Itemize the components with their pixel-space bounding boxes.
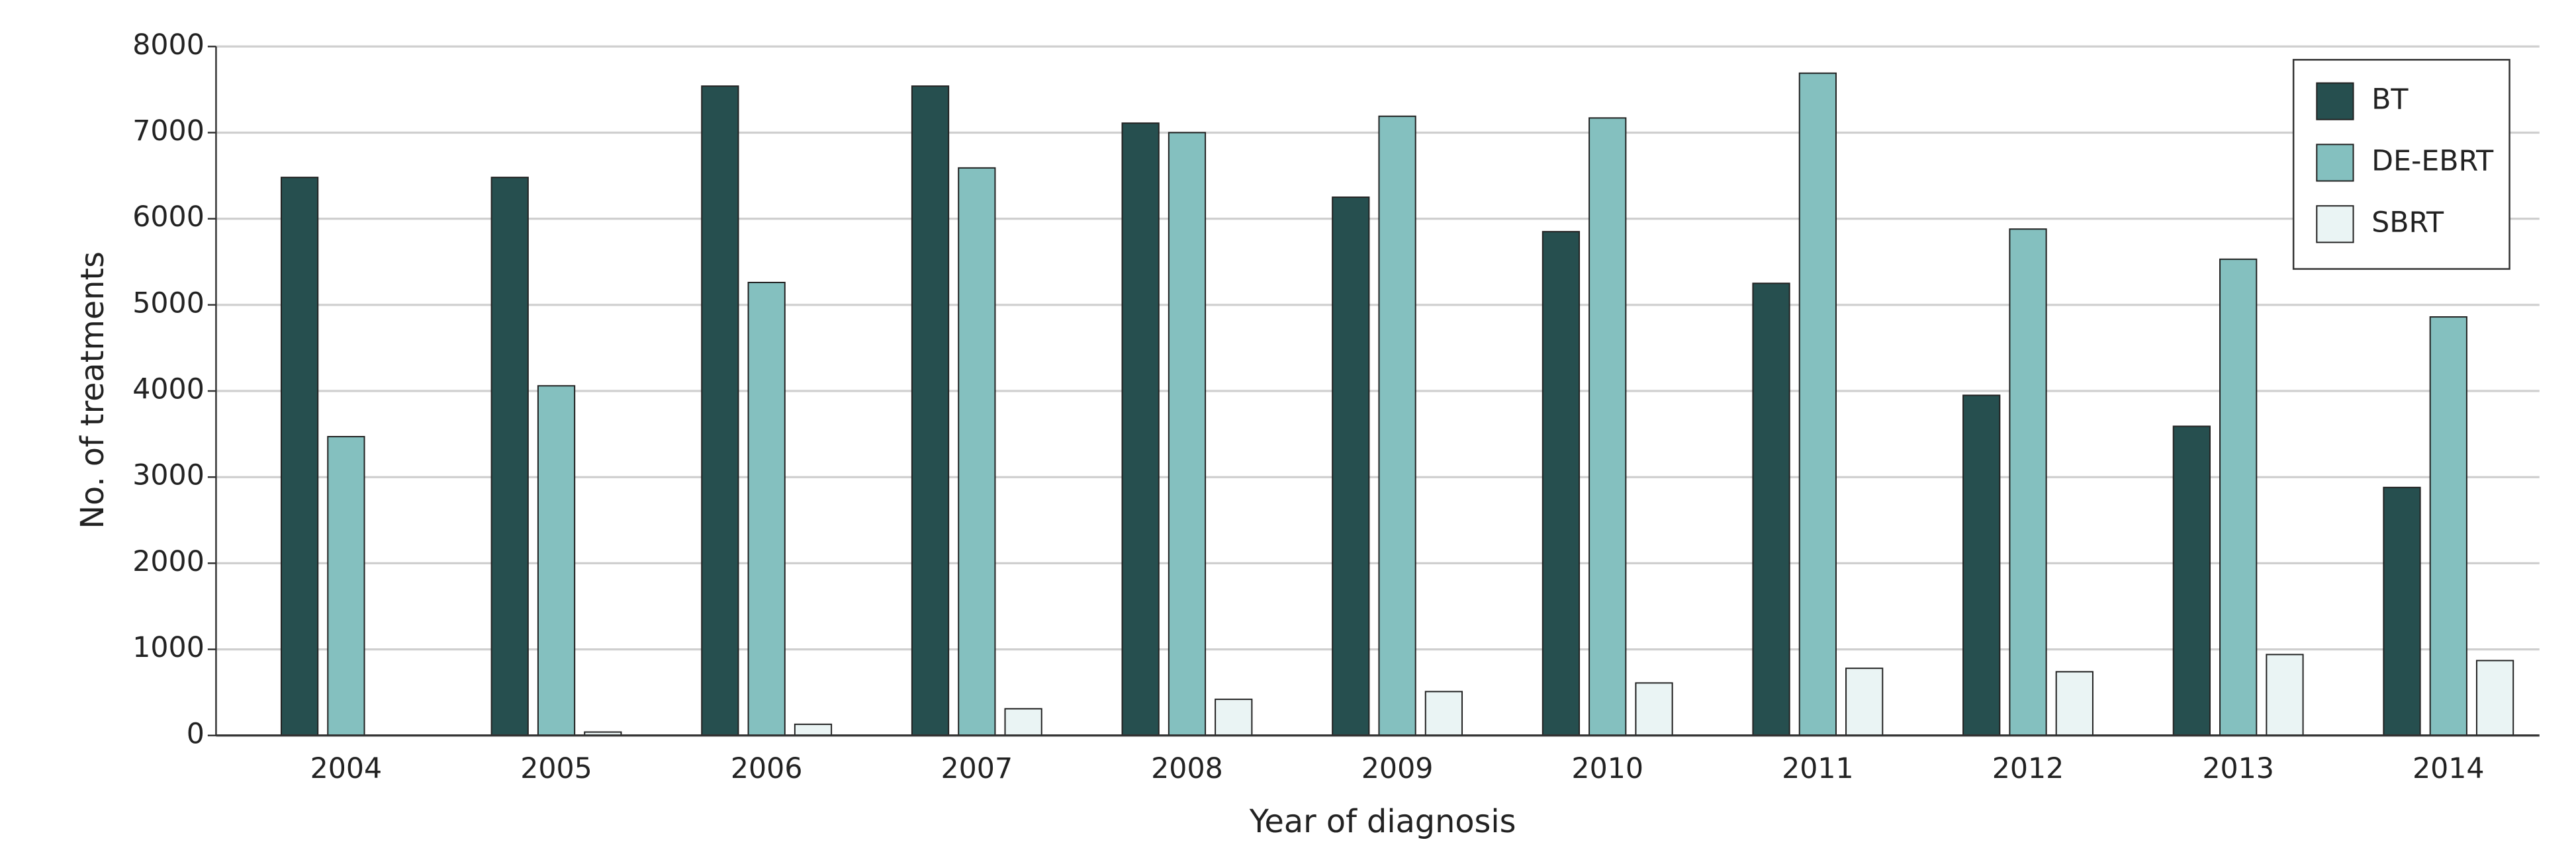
y-tick-label: 0 [187,717,205,750]
legend-swatch [2316,82,2354,120]
legend-swatch [2316,144,2354,182]
bar [2383,486,2421,736]
bar [1215,699,1253,736]
bar [1752,282,1790,736]
bar [1121,122,1160,736]
bar [958,167,996,736]
y-axis-label: No. of treatments [75,251,111,529]
bar [1168,132,1207,736]
y-tick-label: 3000 [132,459,205,492]
bar [1845,667,1884,736]
bar [1424,691,1463,736]
y-tick-label: 1000 [132,631,205,664]
x-axis-label: Year of diagnosis [1249,804,1516,840]
bar [1004,708,1042,736]
bar [2266,654,2304,736]
bar [327,436,365,736]
x-tick-label: 2011 [1782,752,1854,785]
x-tick-label: 2010 [1571,752,1643,785]
legend: BT DE-EBRT SBRT [2292,59,2510,270]
x-tick-label: 2005 [520,752,592,785]
bar [2219,258,2258,736]
bar [490,177,529,736]
bar [280,177,319,736]
bar [2475,660,2514,736]
bar [1962,394,2001,736]
bar [1635,682,1673,736]
bar [701,85,739,736]
x-tick-label: 2004 [310,752,383,785]
legend-label: SBRT [2371,206,2444,239]
y-tick-label: 4000 [132,373,205,406]
bar [1798,72,1837,736]
legend-label: DE-EBRT [2371,144,2494,177]
legend-swatch [2316,205,2354,243]
x-tick-label: 2014 [2413,752,2485,785]
bar [2009,228,2047,736]
legend-label: BT [2371,83,2409,116]
x-tick-label: 2007 [941,752,1013,785]
bar [2172,425,2211,736]
bar [794,723,833,736]
bar [537,385,576,736]
bar [2055,671,2093,736]
y-tick-label: 5000 [132,286,205,320]
bar [1588,117,1627,736]
bar [1332,196,1370,736]
x-tick-label: 2012 [1992,752,2064,785]
bar [747,281,786,736]
y-tick-label: 6000 [132,200,205,234]
bar [911,85,950,736]
y-tick-label: 8000 [132,28,205,62]
x-tick-label: 2008 [1151,752,1223,785]
bar [1378,115,1416,736]
x-tick-label: 2009 [1361,752,1434,785]
x-tick-label: 2006 [731,752,803,785]
x-tick-label: 2013 [2202,752,2274,785]
bar [2429,316,2467,736]
y-tick-label: 2000 [132,545,205,578]
bar [1541,231,1581,736]
y-tick-label: 7000 [132,114,205,148]
